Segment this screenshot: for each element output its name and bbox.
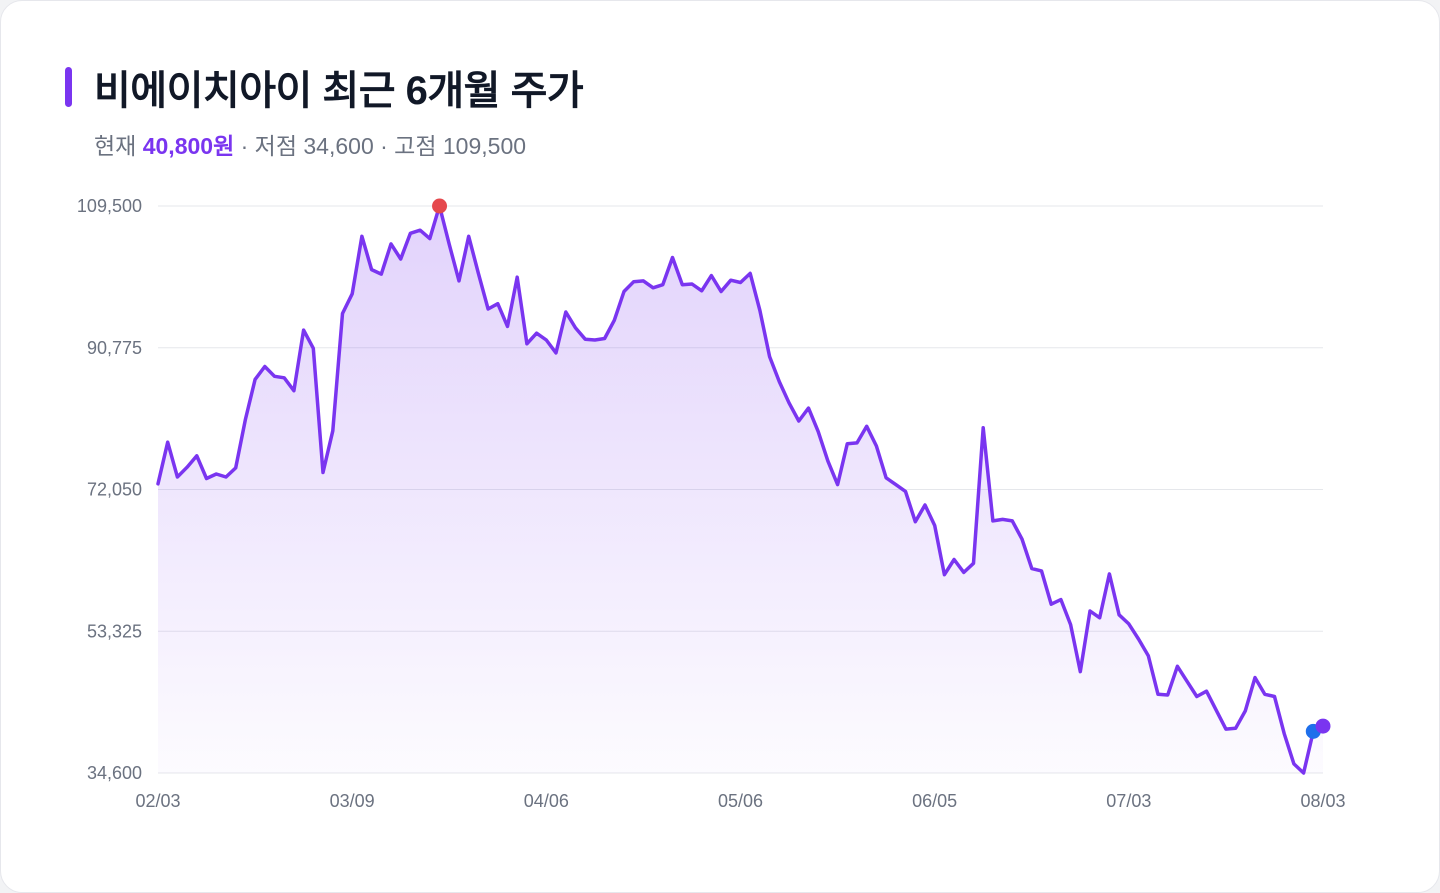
y-tick-label: 109,500 — [77, 196, 142, 216]
y-tick-label: 34,600 — [87, 763, 142, 783]
y-axis: 109,500 90,775 72,050 53,325 34,600 — [77, 196, 142, 783]
high-point-marker — [432, 198, 448, 214]
current-price: 40,800원 — [142, 133, 235, 159]
x-tick-label: 05/06 — [718, 791, 763, 811]
low-price: · 저점 34,600 — [240, 133, 374, 159]
y-tick-label: 53,325 — [87, 621, 142, 641]
title-accent-bar — [65, 67, 72, 107]
title-row: 비에이치아이 최근 6개월 주가 — [65, 61, 584, 113]
price-summary: 현재 40,800원 · 저점 34,600 · 고점 109,500 — [94, 127, 526, 161]
x-tick-label: 04/06 — [524, 791, 569, 811]
x-axis: 02/03 03/09 04/06 05/06 06/05 07/03 08/03 — [135, 791, 1345, 811]
x-tick-label: 03/09 — [330, 791, 375, 811]
x-tick-label: 06/05 — [912, 791, 957, 811]
current-point-marker — [1315, 718, 1331, 734]
x-tick-label: 02/03 — [135, 791, 180, 811]
chart-title: 비에이치아이 최근 6개월 주가 — [94, 69, 584, 113]
price-area — [158, 206, 1323, 773]
high-price: · 고점 109,500 — [380, 133, 527, 159]
x-tick-label: 07/03 — [1106, 791, 1151, 811]
y-tick-label: 72,050 — [87, 480, 142, 500]
marker-layer — [432, 198, 1331, 739]
price-line — [156, 204, 1325, 775]
current-label: 현재 — [94, 133, 137, 159]
y-tick-label: 90,775 — [87, 338, 142, 358]
x-tick-label: 08/03 — [1300, 791, 1345, 811]
